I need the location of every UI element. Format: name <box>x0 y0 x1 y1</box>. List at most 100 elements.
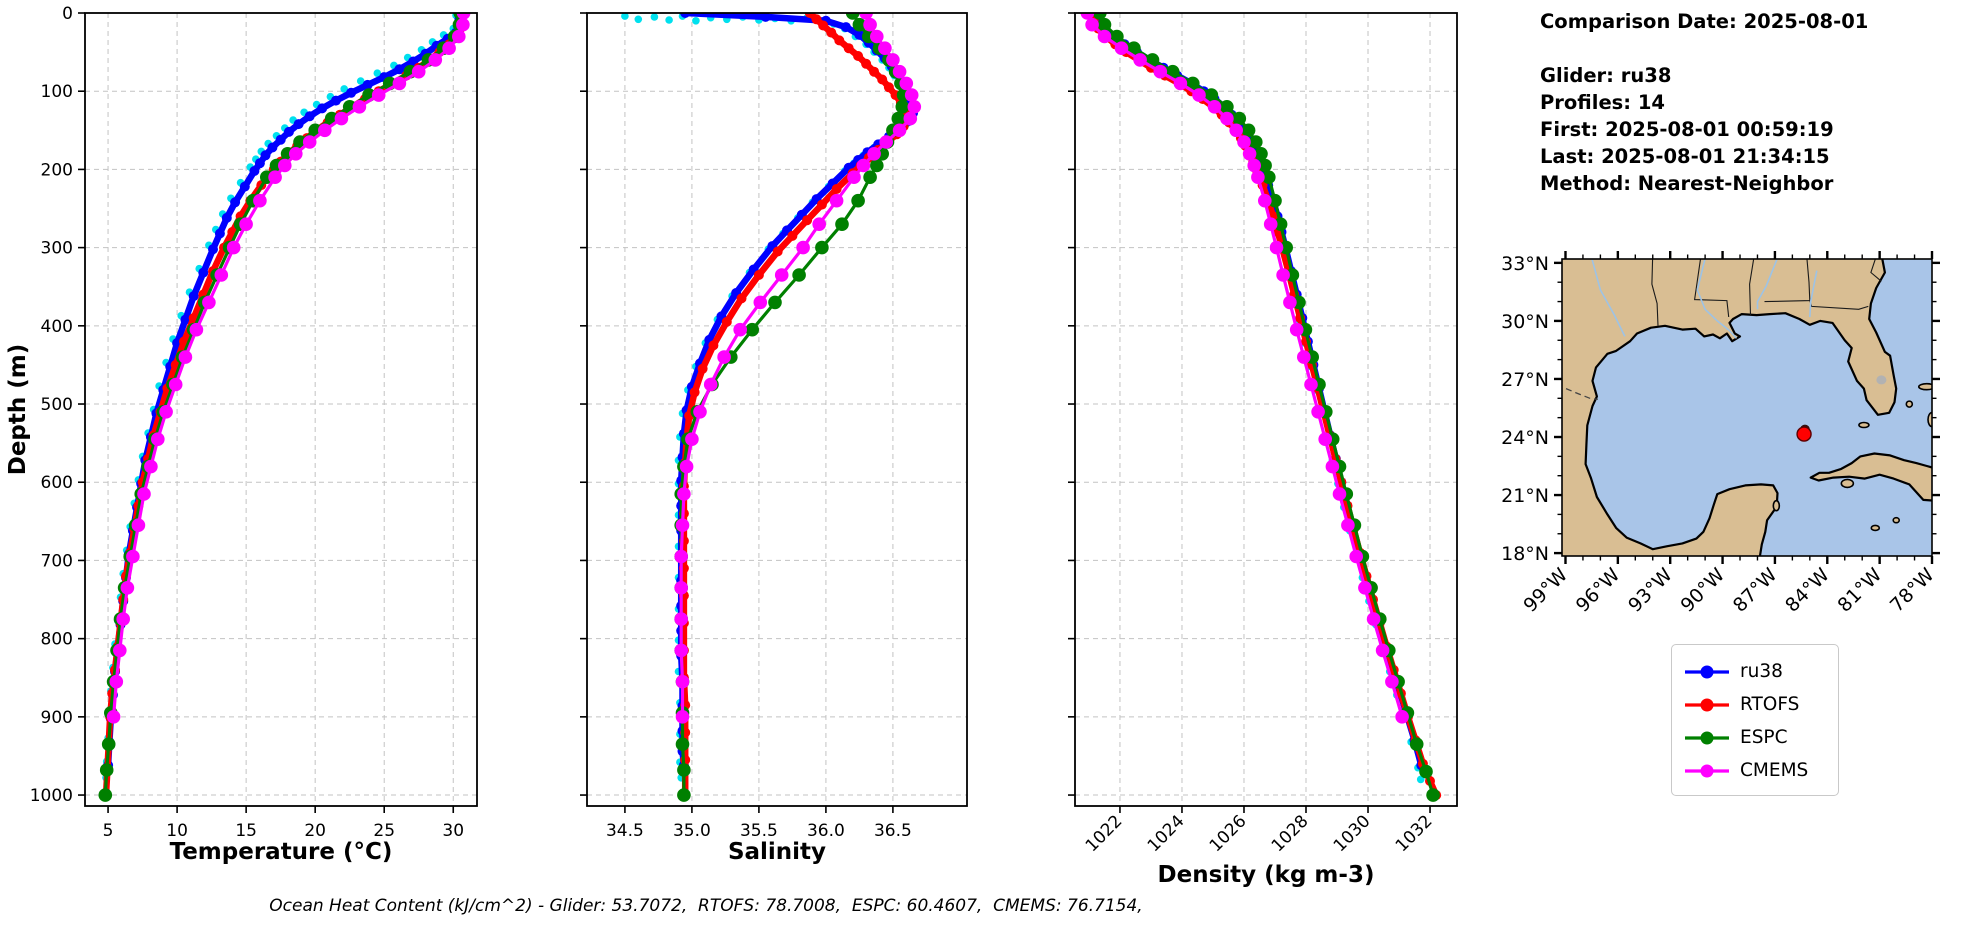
map-lat-label: 27°N <box>1501 369 1549 391</box>
x-axis-title: Density (kg m-3) <box>1158 862 1375 888</box>
first-time-line: First: 2025-08-01 00:59:19 <box>1540 118 1834 141</box>
series-CMEMS <box>106 13 471 724</box>
x-tick-label: 35.5 <box>740 821 778 841</box>
gridlines <box>587 12 967 806</box>
profiles-line: Profiles: 14 <box>1540 91 1665 114</box>
gridlines <box>1075 12 1457 806</box>
series-layer <box>621 13 922 802</box>
island <box>1892 516 1901 524</box>
map-lon-label: 84°W <box>1781 564 1834 617</box>
mainland <box>1562 259 1898 556</box>
legend-swatch-icon <box>1685 731 1729 744</box>
map-lat-label: 18°N <box>1501 543 1549 565</box>
depth-axis-title: Depth (m) <box>5 344 31 476</box>
glider-line: Glider: ru38 <box>1540 64 1672 87</box>
legend-swatch-icon <box>1685 764 1729 777</box>
map-lat-label: 21°N <box>1501 485 1549 507</box>
river <box>1591 259 1626 337</box>
island <box>1858 421 1870 429</box>
legend: ru38 RTOFS ESPC CMEMS <box>1671 644 1839 796</box>
x-tick-label: 1022 <box>1082 811 1127 856</box>
x-tick-label: 1032 <box>1392 811 1437 856</box>
series-CMEMS <box>674 13 922 724</box>
x-axis-title: Salinity <box>728 839 826 865</box>
map-lon-label: 81°W <box>1834 564 1887 617</box>
legend-entry-CMEMS: CMEMS <box>1684 754 1826 787</box>
x-tick-label: 30 <box>442 821 464 841</box>
blank-line <box>1540 35 1868 62</box>
map-lon-label: 96°W <box>1572 564 1625 617</box>
gulf-of-mexico-map: 33°N 30°N 27°N 24°N 21°N 18°N99°W 96°W 93°W 90°W… <box>1501 251 1940 617</box>
legend-label: ru38 <box>1740 661 1783 682</box>
map-lon-label: 78°W <box>1886 564 1939 617</box>
depth-tick-label: 600 <box>41 473 73 493</box>
island <box>1840 478 1855 489</box>
island <box>1917 382 1932 391</box>
map-lon-label: 93°W <box>1624 564 1677 617</box>
legend-entry-ru38: ru38 <box>1684 655 1826 688</box>
density-plot: 1022 1024 1026 1028 1030 1032 Density (kg m-3) <box>1068 12 1458 888</box>
series-glider-raw-scatter <box>1088 13 1425 784</box>
method-line: Method: Nearest-Neighbor <box>1540 172 1834 195</box>
international-border <box>1562 386 1598 400</box>
map-lon-label: 99°W <box>1519 564 1572 617</box>
x-tick-label: 20 <box>304 821 326 841</box>
island <box>1927 411 1932 428</box>
x-tick-label: 25 <box>373 821 395 841</box>
plot-frame <box>1074 12 1458 807</box>
x-tick-label: 36.0 <box>807 821 845 841</box>
temperature-plot: 5 10 15 20 25 3001002003004005006007008009001… <box>5 4 478 865</box>
series-glider-raw-scatter <box>102 13 465 782</box>
depth-tick-label: 300 <box>41 239 73 259</box>
x-tick-label: 15 <box>235 821 257 841</box>
cuba <box>1809 452 1932 502</box>
x-tick-label: 1030 <box>1330 811 1375 856</box>
x-tick-label: 34.5 <box>606 821 644 841</box>
last-time-line: Last: 2025-08-01 21:34:15 <box>1540 145 1830 168</box>
island <box>1905 400 1914 408</box>
x-tick-label: 1028 <box>1268 811 1313 856</box>
legend-entry-RTOFS: RTOFS <box>1684 688 1826 721</box>
glider-location-marker <box>1796 426 1812 442</box>
depth-tick-label: 400 <box>41 317 73 337</box>
series-ru38 <box>1091 13 1427 771</box>
series-layer <box>1080 13 1442 802</box>
state-border <box>1749 259 1755 316</box>
info-panel: Comparison Date: 2025-08-01 Glider: ru38… <box>1540 8 1868 197</box>
ohc-footer: Ocean Heat Content (kJ/cm^2) - Glider: 5… <box>269 896 1143 916</box>
location-map: 33°N 30°N 27°N 24°N 21°N 18°N 99°W 96°W 93°W 90°W… <box>1501 251 1940 617</box>
state-border <box>1693 259 1730 318</box>
map-lat-label: 24°N <box>1501 427 1549 449</box>
state-border <box>1870 259 1882 282</box>
lake-okeechobee <box>1876 375 1887 385</box>
map-lon-label: 87°W <box>1729 564 1782 617</box>
map-lon-label: 90°W <box>1676 564 1729 617</box>
x-tick-label: 36.5 <box>874 821 912 841</box>
x-tick-label: 35.0 <box>673 821 711 841</box>
depth-tick-label: 100 <box>41 82 73 102</box>
x-tick-label: 10 <box>166 821 188 841</box>
legend-label: RTOFS <box>1740 694 1800 715</box>
depth-tick-label: 800 <box>41 630 73 650</box>
river <box>1756 259 1778 310</box>
series-CMEMS <box>1080 13 1409 724</box>
depth-tick-label: 500 <box>41 395 73 415</box>
legend-swatch-icon <box>1685 698 1729 711</box>
salinity-plot: 34.5 35.0 35.5 36.0 36.5 Salinity <box>580 12 968 865</box>
x-tick-label: 1024 <box>1144 811 1189 856</box>
depth-tick-label: 900 <box>41 708 73 728</box>
map-lat-label: 33°N <box>1501 253 1549 275</box>
island <box>1870 524 1881 532</box>
legend-label: CMEMS <box>1740 760 1809 781</box>
state-border <box>1764 259 1811 303</box>
series-layer <box>98 13 471 802</box>
plot-frame <box>84 12 478 807</box>
map-frame <box>1561 258 1933 557</box>
depth-tick-label: 700 <box>41 551 73 571</box>
gridlines <box>85 12 477 806</box>
x-tick-label: 1026 <box>1206 811 1251 856</box>
x-axis-title: Temperature (°C) <box>170 839 393 865</box>
state-border <box>1651 259 1659 326</box>
legend-swatch-icon <box>1685 665 1729 678</box>
